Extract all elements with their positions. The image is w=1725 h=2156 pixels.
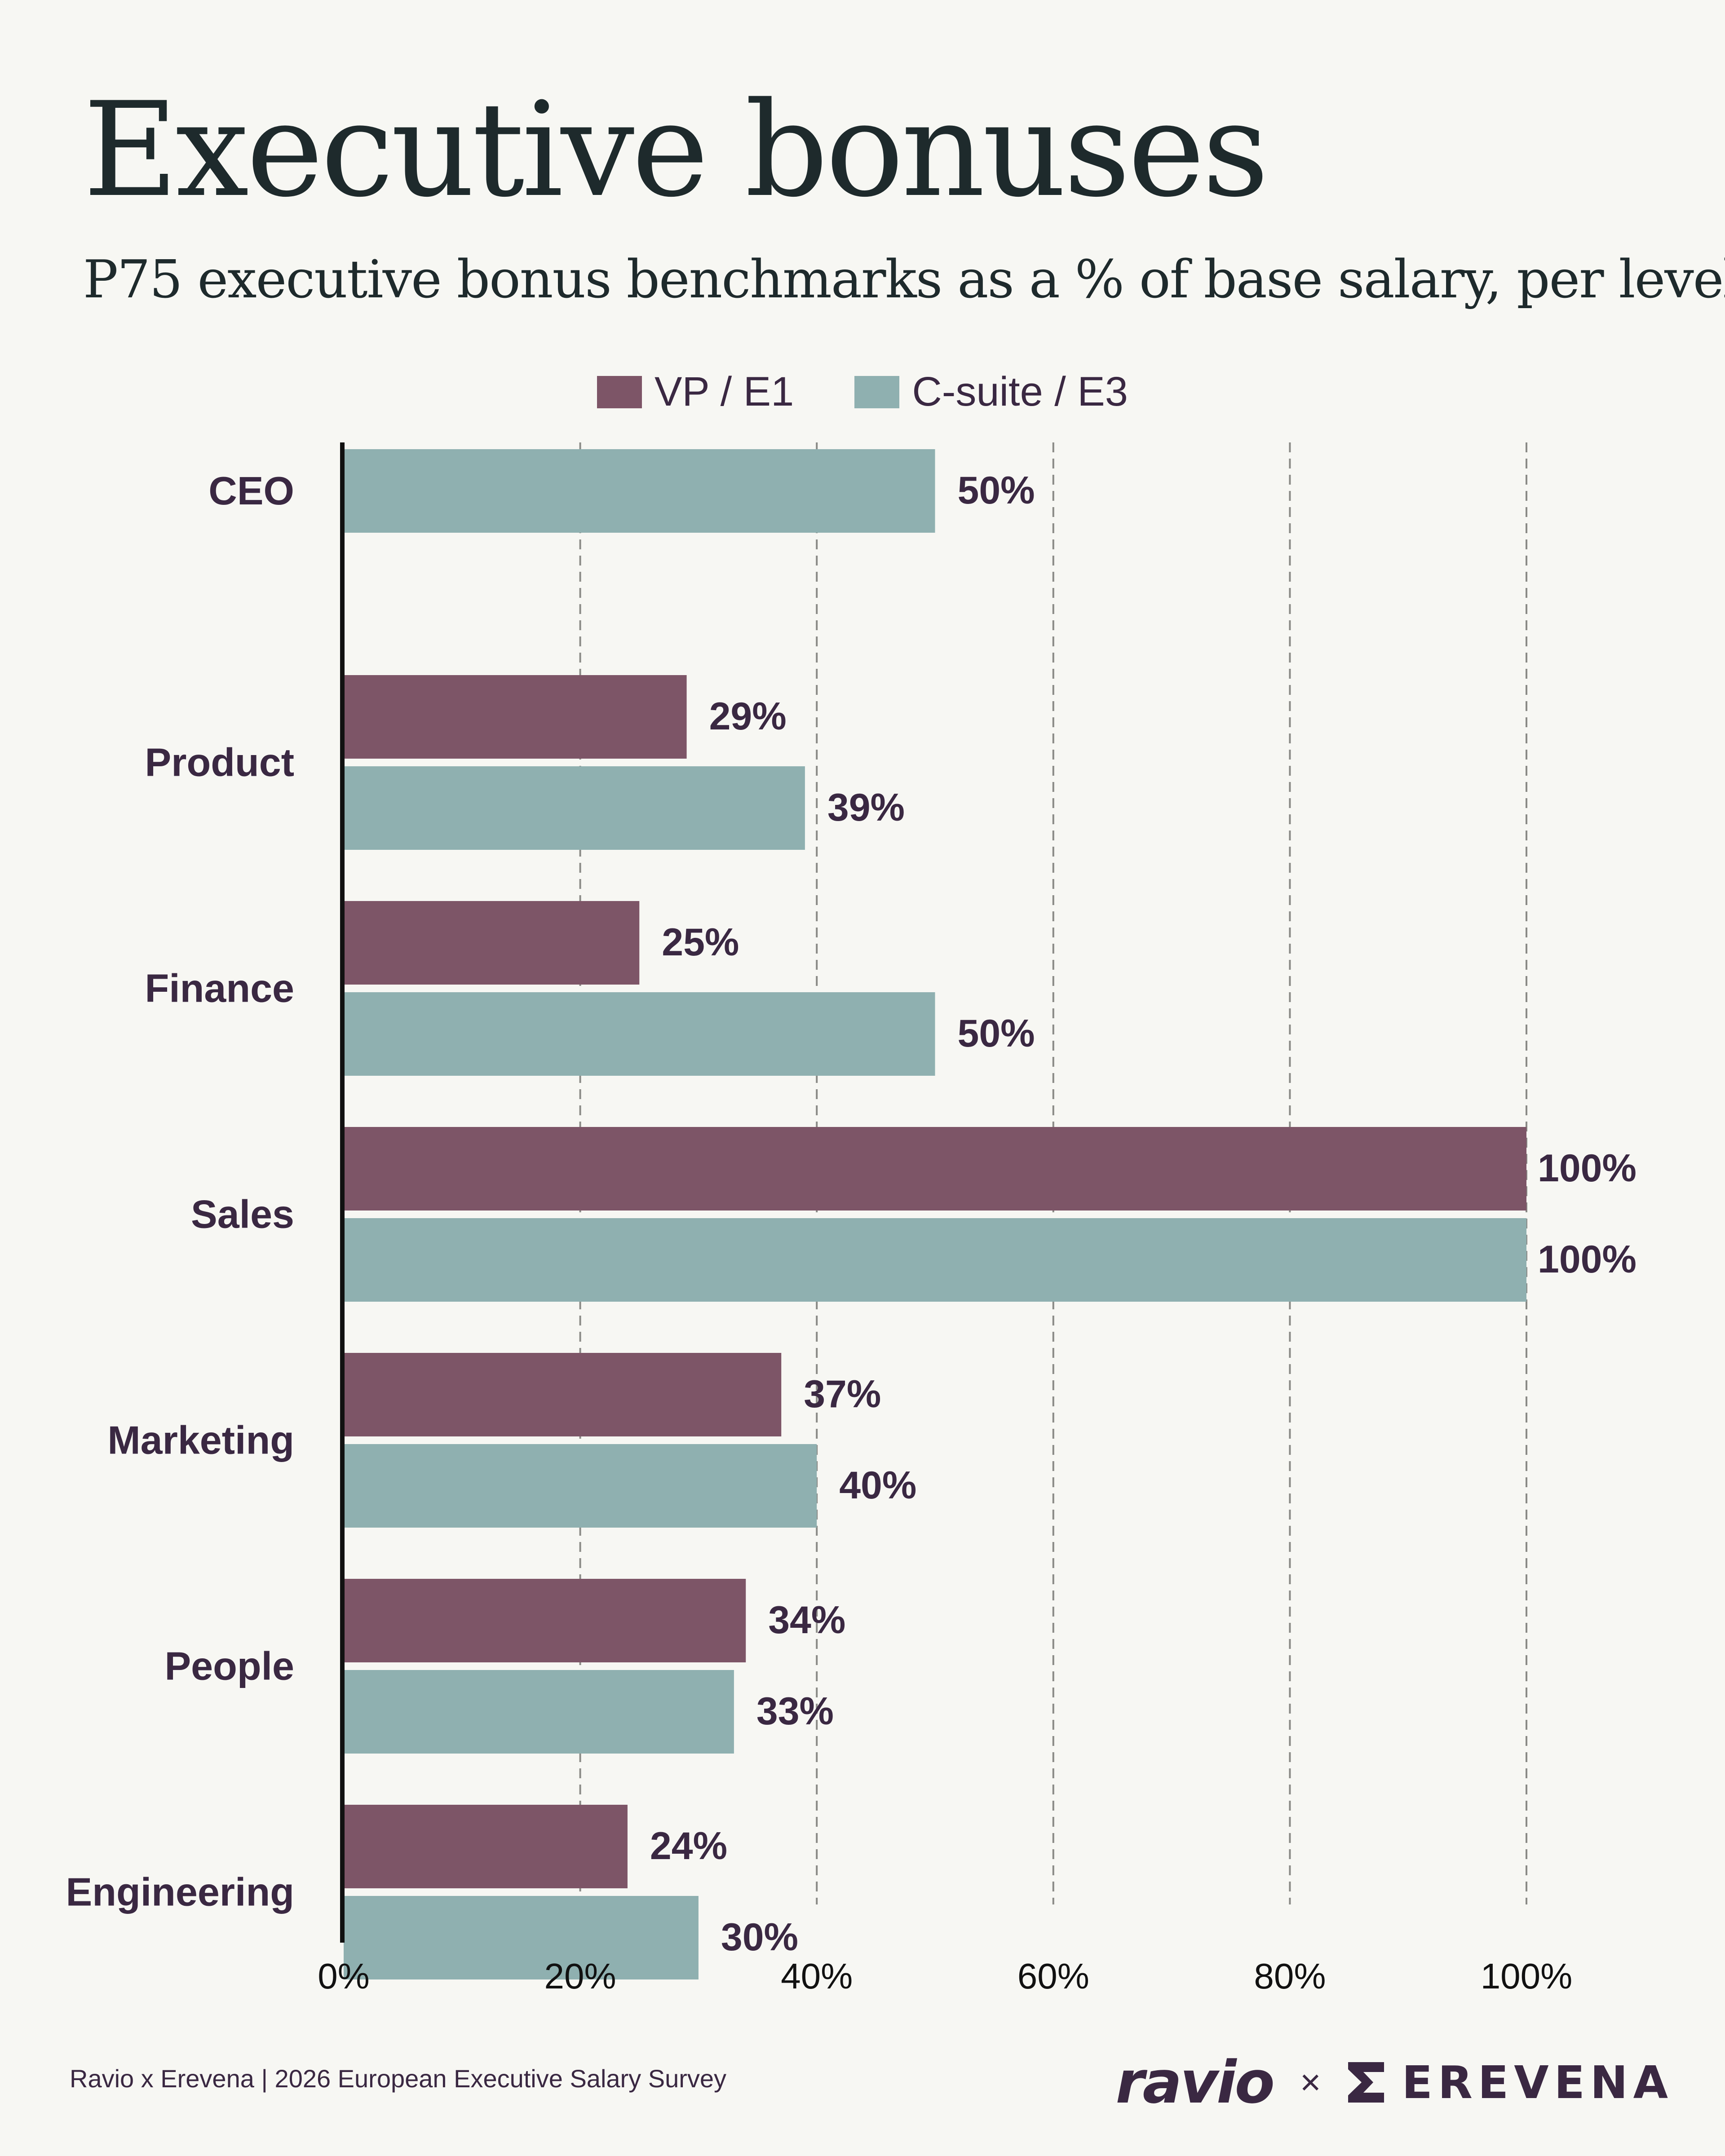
data-label-ceo-csuite: 50%	[958, 469, 1035, 512]
category-label-engineering: Engineering	[66, 1870, 295, 1914]
legend-label-csuite: C-suite / E3	[912, 369, 1128, 415]
bar-product-csuite	[344, 766, 805, 850]
erevena-mark-icon	[1348, 2062, 1384, 2103]
bar-chart: 0% 20% 40% 60% 80% 100% CEO 50% Product 29% 39% Fin…	[66, 442, 1637, 1996]
category-label-ceo: CEO	[208, 468, 294, 513]
bars	[344, 449, 1526, 1979]
x-tick-label: 80%	[1254, 1956, 1326, 1996]
category-label-people: People	[164, 1644, 294, 1688]
bar-engineering-vp	[344, 1805, 628, 1888]
legend-item-vp: VP / E1	[597, 368, 794, 415]
x-tick-label: 0%	[318, 1956, 370, 1996]
logo-separator: ×	[1300, 2062, 1321, 2102]
legend: VP / E1 C-suite / E3	[0, 368, 1725, 415]
bar-people-csuite	[344, 1670, 734, 1754]
data-label-people-vp: 34%	[768, 1599, 845, 1642]
bar-marketing-csuite	[344, 1444, 817, 1528]
erevena-wordmark: EREVENA	[1402, 2056, 1673, 2109]
x-tick-label: 60%	[1017, 1956, 1089, 1996]
legend-swatch-csuite	[854, 376, 900, 408]
bar-sales-csuite	[344, 1218, 1526, 1302]
legend-swatch-vp	[597, 376, 642, 408]
data-label-product-csuite: 39%	[827, 786, 905, 829]
category-label-sales: Sales	[191, 1192, 294, 1237]
bar-finance-csuite	[344, 992, 935, 1076]
data-label-finance-csuite: 50%	[958, 1012, 1035, 1055]
source-note: Ravio x Erevena | 2026 European Executiv…	[70, 2064, 726, 2093]
bar-product-vp	[344, 675, 687, 759]
bar-marketing-vp	[344, 1353, 782, 1436]
bar-sales-vp	[344, 1127, 1526, 1211]
source-separator: |	[261, 2064, 275, 2093]
bar-ceo-csuite	[344, 449, 935, 533]
legend-item-csuite: C-suite / E3	[854, 368, 1128, 415]
chart-title: Executive bonuses	[83, 75, 1269, 226]
ravio-logo: ravio	[1115, 2048, 1274, 2116]
data-label-finance-vp: 25%	[662, 921, 739, 964]
x-tick-label: 20%	[544, 1956, 616, 1996]
chart-subtitle: P75 executive bonus benchmarks as a % of…	[83, 249, 1725, 310]
x-tick-label: 100%	[1481, 1956, 1573, 1996]
data-label-people-csuite: 33%	[756, 1690, 834, 1733]
category-label-marketing: Marketing	[107, 1418, 294, 1462]
source-brand: Ravio x Erevena	[70, 2064, 254, 2093]
category-label-finance: Finance	[145, 966, 294, 1011]
data-label-marketing-vp: 37%	[804, 1373, 881, 1416]
data-label-marketing-csuite: 40%	[839, 1464, 916, 1507]
bar-engineering-csuite	[344, 1896, 699, 1979]
bar-finance-vp	[344, 901, 640, 985]
data-label-engineering-csuite: 30%	[721, 1916, 798, 1959]
data-label-product-vp: 29%	[709, 695, 787, 738]
data-label-sales-vp: 100%	[1538, 1147, 1637, 1190]
erevena-logo: EREVENA	[1348, 2056, 1673, 2109]
data-label-sales-csuite: 100%	[1538, 1238, 1637, 1281]
labels: 0% 20% 40% 60% 80% 100% CEO 50% Product 29% 39% Fin…	[66, 468, 1637, 1996]
source-title: 2026 European Executive Salary Survey	[274, 2064, 727, 2093]
data-label-engineering-vp: 24%	[650, 1825, 727, 1868]
legend-label-vp: VP / E1	[655, 369, 794, 415]
bar-people-vp	[344, 1579, 746, 1662]
category-label-product: Product	[145, 740, 294, 785]
footer-logos: ravio × EREVENA	[1115, 2048, 1673, 2116]
x-tick-label: 40%	[781, 1956, 853, 1996]
